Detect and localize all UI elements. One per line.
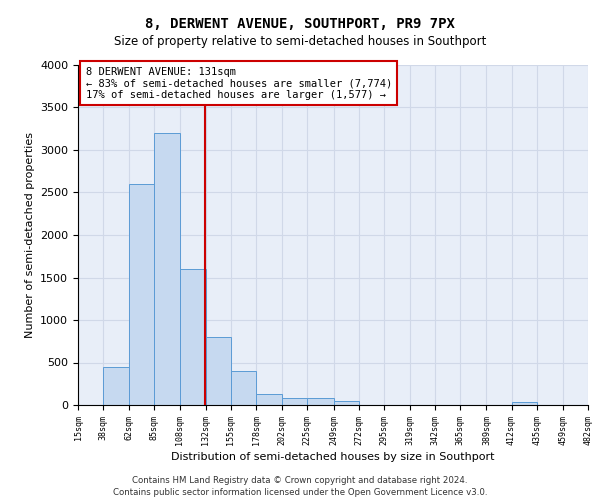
Bar — [179, 269, 206, 405]
Text: Size of property relative to semi-detached houses in Southport: Size of property relative to semi-detach… — [114, 35, 486, 48]
Text: Contains HM Land Registry data © Crown copyright and database right 2024.: Contains HM Land Registry data © Crown c… — [132, 476, 468, 485]
Bar — [282, 398, 307, 405]
Bar — [334, 401, 359, 405]
Text: Distribution of semi-detached houses by size in Southport: Distribution of semi-detached houses by … — [171, 452, 495, 462]
Bar — [231, 371, 256, 405]
Bar — [130, 184, 154, 405]
Bar — [512, 402, 536, 405]
Y-axis label: Number of semi-detached properties: Number of semi-detached properties — [25, 132, 35, 338]
Bar — [154, 133, 179, 405]
Bar — [206, 337, 231, 405]
Text: Contains public sector information licensed under the Open Government Licence v3: Contains public sector information licen… — [113, 488, 487, 497]
Text: 8 DERWENT AVENUE: 131sqm
← 83% of semi-detached houses are smaller (7,774)
17% o: 8 DERWENT AVENUE: 131sqm ← 83% of semi-d… — [86, 66, 392, 100]
Bar — [103, 367, 130, 405]
Bar — [256, 394, 282, 405]
Text: 8, DERWENT AVENUE, SOUTHPORT, PR9 7PX: 8, DERWENT AVENUE, SOUTHPORT, PR9 7PX — [145, 18, 455, 32]
Bar — [307, 398, 334, 405]
